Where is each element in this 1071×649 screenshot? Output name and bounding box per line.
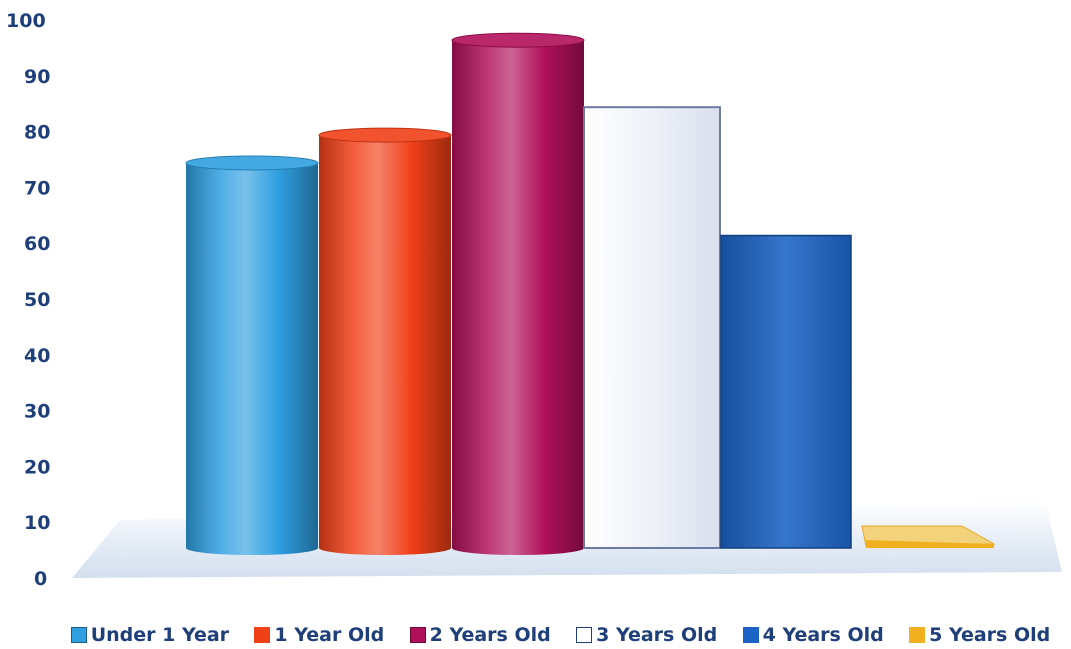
legend-item: 1 Year Old: [254, 624, 384, 646]
legend-label: 4 Years Old: [762, 624, 884, 646]
legend-swatch: [254, 627, 271, 643]
legend-swatch: [409, 627, 426, 643]
legend-swatch: [742, 627, 759, 643]
y-tick-label: 90: [24, 66, 50, 88]
bar-top: [318, 127, 452, 143]
legend-item: 4 Years Old: [742, 624, 884, 646]
bar: [319, 135, 451, 555]
bar-top: [451, 32, 585, 48]
legend-label: 2 Years Old: [429, 624, 551, 646]
bar-top: [185, 155, 319, 171]
legend-label: 1 Year Old: [274, 624, 385, 646]
legend-item: 5 Years Old: [909, 624, 1050, 646]
legend-label: 5 Years Old: [929, 624, 1051, 646]
bar-front: [866, 540, 994, 548]
legend-item: Under 1 Year: [70, 624, 230, 646]
y-tick-label: 50: [24, 289, 50, 311]
legend-label: Under 1 Year: [90, 624, 230, 646]
legend-swatch: [70, 627, 87, 643]
legend-item: 2 Years Old: [409, 624, 551, 646]
y-tick-label: 40: [24, 345, 50, 367]
bar: [583, 106, 721, 550]
legend-swatch: [576, 627, 593, 643]
y-tick-label: 100: [6, 10, 46, 32]
y-tick-label: 10: [24, 512, 50, 534]
y-tick-label: 20: [24, 456, 50, 478]
bar: [452, 40, 584, 556]
legend-swatch: [909, 627, 926, 643]
y-tick-label: 0: [34, 568, 47, 590]
bar: [720, 234, 852, 549]
bar: [186, 162, 318, 556]
y-tick-label: 60: [24, 233, 50, 255]
y-tick-label: 30: [24, 401, 50, 423]
bar-chart: 0 10 20 30 40 50 60 70 80 90 100: [6, 10, 1062, 590]
y-tick-label: 70: [24, 177, 50, 199]
y-tick-label: 80: [24, 122, 50, 144]
legend-label: 3 Years Old: [596, 624, 718, 646]
chart-legend: Under 1 Year 1 Year Old 2 Years Old 3 Years…: [0, 622, 1071, 648]
legend-item: 3 Years Old: [576, 624, 717, 646]
